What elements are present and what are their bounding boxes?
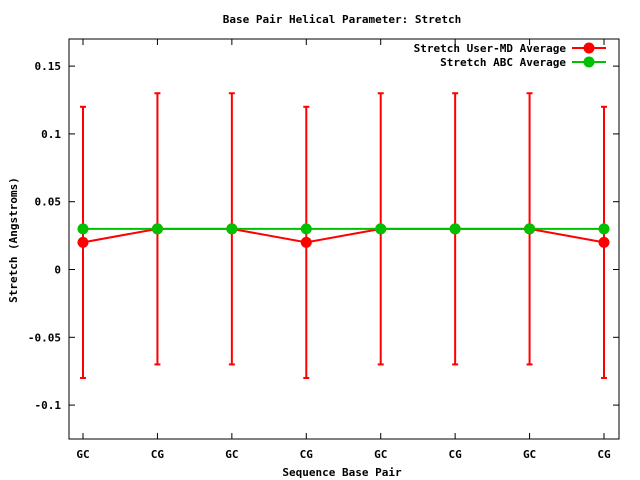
x-axis: GC CG GC CG GC CG GC CG	[76, 39, 611, 461]
legend-swatch-marker	[583, 42, 595, 54]
x-tick-label: GC	[374, 448, 387, 461]
y-tick-label: 0	[54, 264, 61, 277]
data-point-abc	[524, 223, 536, 235]
y-tick-label: -0.05	[28, 331, 61, 344]
x-tick-label: GC	[225, 448, 238, 461]
data-point-abc	[226, 223, 238, 235]
data-point-abc	[375, 223, 387, 235]
data-point-abc	[449, 223, 461, 235]
y-tick-label: 0.05	[35, 196, 62, 209]
legend-label: Stretch User-MD Average	[414, 42, 567, 55]
series-layer	[77, 92, 610, 379]
y-tick-label: 0.1	[41, 128, 61, 141]
data-point-abc	[300, 223, 312, 235]
x-tick-label: CG	[300, 448, 314, 461]
chart-title: Base Pair Helical Parameter: Stretch	[223, 13, 461, 26]
plot-frame	[68, 38, 620, 440]
x-tick-label: CG	[151, 448, 165, 461]
legend-label: Stretch ABC Average	[440, 56, 566, 69]
data-point-user-md	[598, 236, 610, 248]
data-point-abc	[151, 223, 163, 235]
y-tick-label: -0.1	[35, 399, 62, 412]
x-tick-label: CG	[597, 448, 611, 461]
x-tick-label: CG	[449, 448, 463, 461]
x-tick-label: GC	[523, 448, 536, 461]
data-point-user-md	[77, 236, 89, 248]
legend-swatch-marker	[583, 56, 595, 68]
y-tick-label: 0.15	[35, 60, 62, 73]
data-point-user-md	[300, 236, 312, 248]
data-point-abc	[77, 223, 89, 235]
x-axis-label: Sequence Base Pair	[282, 466, 402, 479]
y-axis-label: Stretch (Angstroms)	[7, 177, 20, 303]
x-tick-label: GC	[76, 448, 89, 461]
data-point-abc	[598, 223, 610, 235]
y-axis: -0.1 -0.05 0 0.05 0.1 0.15	[28, 60, 619, 412]
